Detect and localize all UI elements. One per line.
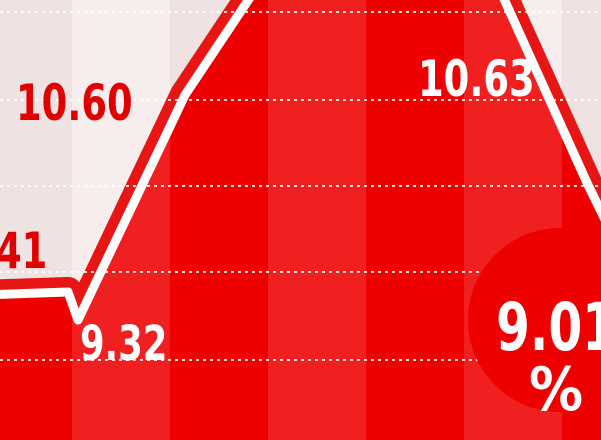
data-label-9-32: 9.32	[80, 316, 167, 372]
badge-unit: %	[529, 355, 583, 425]
gridlines	[0, 11, 601, 361]
data-label-10-63: 10.63	[418, 50, 535, 108]
area-stripe	[268, 0, 366, 440]
badge-value: 9.01	[496, 290, 601, 367]
highlight-badge: 9.01 %	[468, 228, 601, 425]
series-line	[0, 0, 601, 325]
data-label-10-60: 10.60	[16, 74, 133, 132]
data-labels: 41 10.60 9.32 10.63	[0, 50, 535, 372]
badge-circle	[468, 228, 601, 412]
data-label-41: 41	[0, 222, 47, 280]
